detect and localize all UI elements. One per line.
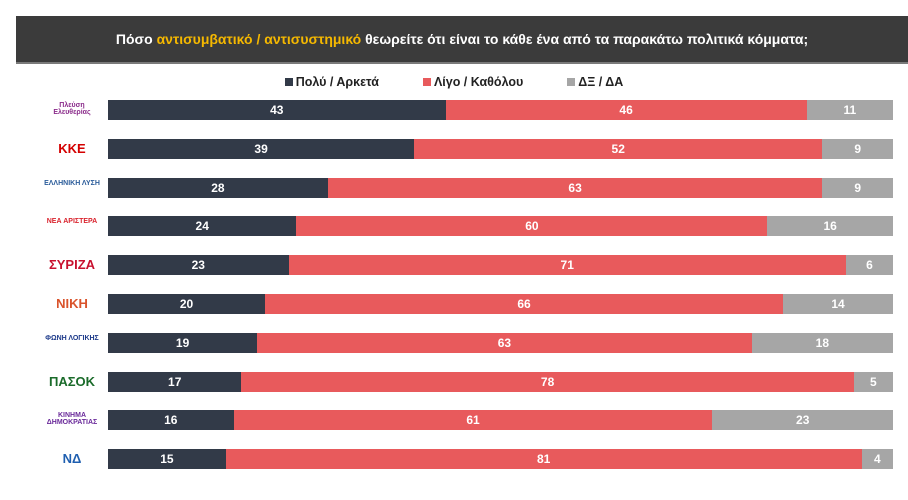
legend-label: ΔΞ / ΔΑ: [578, 75, 624, 89]
party-logo: ΦΩΝΗ ΛΟΓΙΚΗΣ: [45, 334, 99, 342]
bar-segment: 18: [751, 332, 893, 353]
bar-segment: 11: [806, 100, 893, 120]
legend-swatch: [284, 78, 293, 86]
legend-swatch: [422, 78, 431, 86]
bar-segment: 17: [108, 371, 242, 392]
party-logo: ΝΕΑ ΑΡΙΣΤΕΡΑ: [46, 218, 98, 226]
data-label: 15: [160, 452, 174, 467]
bar-segment: 71: [288, 255, 846, 276]
data-label: 78: [540, 374, 555, 389]
data-label: 19: [175, 335, 190, 350]
legend-item-much: Πολύ / Αρκετά: [284, 75, 379, 89]
bar-segment: 78: [241, 371, 854, 392]
data-label: 61: [466, 413, 480, 428]
bar-segment: 24: [108, 216, 297, 237]
data-label: 39: [254, 141, 268, 156]
data-label: 81: [536, 452, 551, 467]
bar-segment: 63: [257, 332, 752, 353]
party-logo: ΠΑΣΟΚ: [48, 373, 96, 389]
chart-title: Πόσο αντισυμβατικό / αντισυστημικό θεωρε…: [16, 16, 908, 64]
data-label: 52: [611, 141, 625, 156]
legend: Πολύ / Αρκετά Λίγο / Καθόλου ΔΞ / ΔΑ: [0, 75, 908, 89]
bar-segment: 43: [108, 100, 446, 120]
data-label: 16: [164, 413, 178, 428]
bar-segment: 20: [108, 294, 265, 314]
data-label: 18: [815, 335, 830, 350]
data-label: 11: [843, 103, 857, 117]
data-label: 66: [517, 297, 531, 311]
bar-segment: 5: [853, 371, 893, 392]
party-logo: ΕΛΛΗΝΙΚΗ ΛΥΣΗ: [44, 179, 100, 187]
legend-item-little: Λίγο / Καθόλου: [422, 75, 524, 89]
data-label: 20: [179, 297, 194, 311]
data-label: 46: [619, 103, 633, 117]
legend-label: Πολύ / Αρκετά: [295, 75, 379, 89]
title-highlight: αντισυμβατικό / αντισυστημικό: [156, 31, 362, 47]
bar-segment: 61: [233, 410, 713, 431]
bar-segment: 52: [414, 138, 823, 159]
title-pre: Πόσο: [115, 31, 153, 47]
party-logo: Πλεύση Ελευθερίας: [53, 102, 91, 116]
bar-segment: 66: [265, 294, 784, 314]
bar-segment: 4: [861, 449, 893, 470]
bar-segment: 16: [767, 216, 893, 237]
data-label: 14: [831, 297, 845, 311]
data-label: 43: [270, 103, 284, 117]
party-logo: ΚΚΕ: [58, 140, 86, 156]
bar-segment: 23: [108, 255, 289, 276]
data-label: 9: [854, 141, 861, 156]
data-label: 24: [195, 219, 209, 234]
data-label: 6: [866, 258, 873, 273]
party-logo: ΣΥΡΙΖΑ: [48, 257, 96, 273]
data-label: 63: [497, 335, 512, 350]
party-logo: ΚΙΝΗΜΑ ΔΗΜΟΚΡΑΤΙΑΣ: [46, 412, 98, 427]
bar-segment: 28: [108, 177, 328, 198]
bar-segment: 15: [108, 449, 226, 470]
party-logo: ΝΔ: [62, 451, 82, 467]
legend-swatch: [567, 78, 576, 86]
bar-segment: 14: [783, 294, 893, 314]
party-logo: ΝΙΚΗ: [56, 296, 88, 311]
data-label: 4: [873, 452, 881, 467]
bar-segment: 60: [296, 216, 768, 237]
bar-segment: 9: [822, 177, 893, 198]
bar-segment: 46: [445, 100, 807, 120]
data-label: 17: [168, 374, 182, 389]
data-label: 23: [796, 413, 810, 428]
data-label: 23: [191, 258, 205, 273]
bar-segment: 63: [327, 177, 823, 198]
bar-segment: 39: [108, 138, 415, 159]
legend-item-dk: ΔΞ / ΔΑ: [567, 75, 623, 89]
bar-segment: 9: [822, 138, 893, 159]
data-label: 28: [211, 180, 225, 195]
data-label: 5: [870, 374, 877, 389]
bar-segment: 19: [108, 332, 258, 353]
data-label: 16: [823, 219, 837, 234]
title-post: θεωρείτε ότι είναι το κάθε ένα από τα πα…: [365, 31, 809, 47]
data-label: 9: [854, 180, 861, 195]
data-label: 60: [525, 219, 539, 234]
bar-segment: 23: [712, 410, 893, 431]
data-label: 63: [568, 180, 582, 195]
bar-segment: 6: [845, 255, 893, 276]
legend-label: Λίγο / Καθόλου: [433, 75, 524, 89]
data-label: 71: [560, 258, 574, 273]
bar-segment: 16: [108, 410, 234, 431]
bar-segment: 81: [225, 449, 862, 470]
